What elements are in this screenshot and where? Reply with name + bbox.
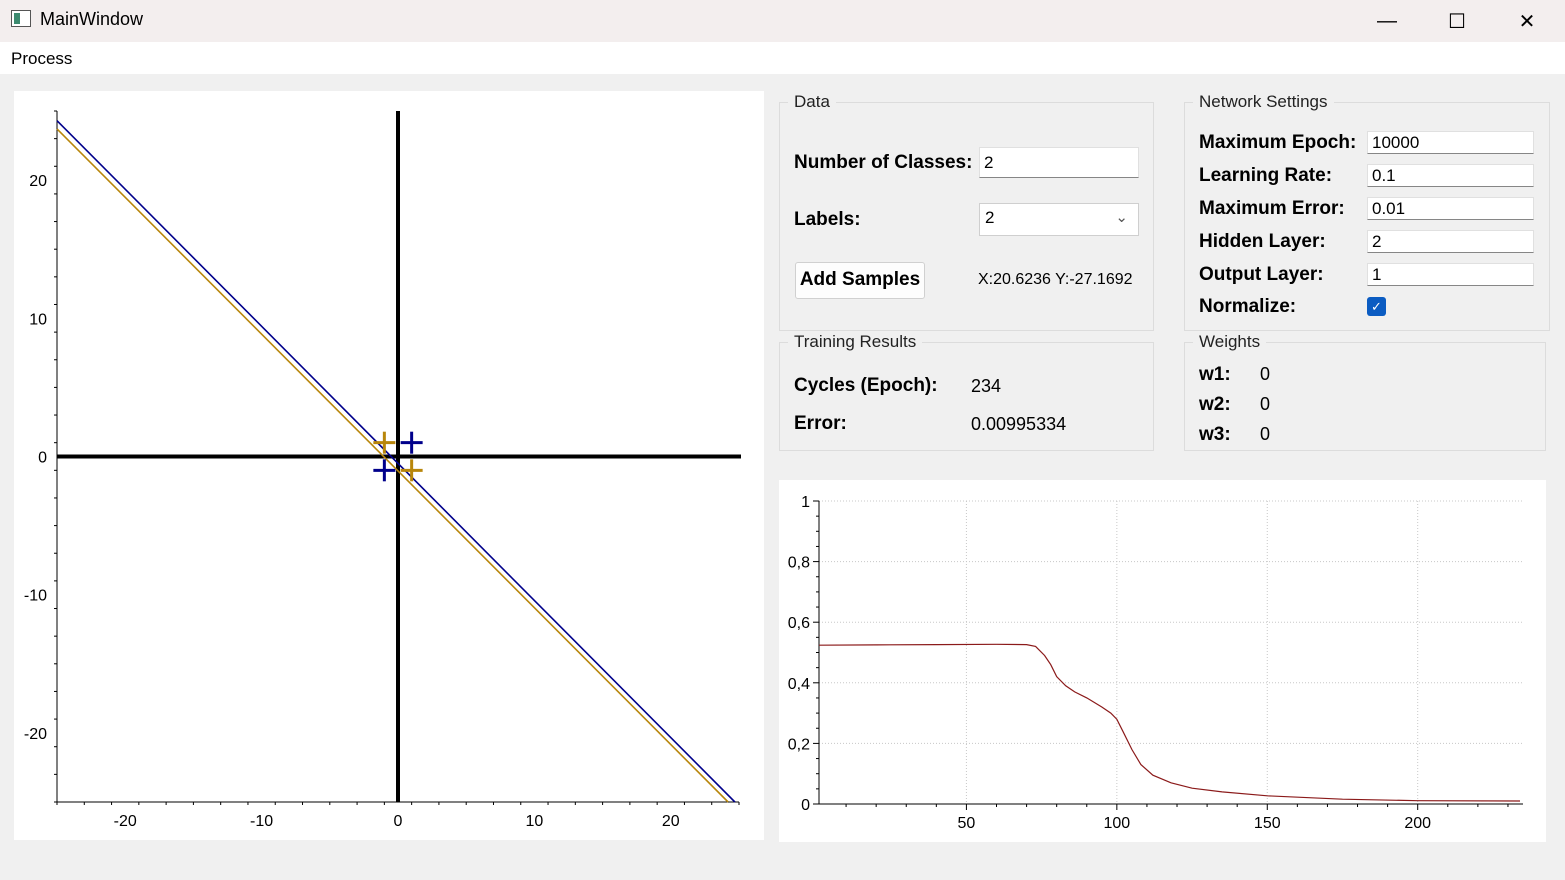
data-point-class-2 xyxy=(400,431,423,454)
minimize-button[interactable]: — xyxy=(1352,0,1422,42)
minimize-icon: — xyxy=(1377,9,1397,32)
y-tick-label: 0,6 xyxy=(788,615,810,632)
output-layer-label: Output Layer: xyxy=(1199,264,1324,285)
max-epoch-label: Maximum Epoch: xyxy=(1199,132,1357,153)
x-tick-label: 100 xyxy=(1103,815,1130,832)
cursor-coordinates: X:20.6236 Y:-27.1692 xyxy=(978,271,1133,288)
title-bar: MainWindow — ☐ ✕ xyxy=(0,0,1565,42)
labels-label: Labels: xyxy=(794,209,861,230)
w2-value: 0 xyxy=(1260,394,1271,414)
learning-rate-label: Learning Rate: xyxy=(1199,165,1333,186)
y-tick-label: 1 xyxy=(801,494,810,511)
y-tick-label: 0,4 xyxy=(788,676,810,693)
labels-select[interactable]: 2 ⌄ xyxy=(979,203,1139,236)
hidden-layer-label: Hidden Layer: xyxy=(1199,231,1326,252)
y-tick-label: 0 xyxy=(801,797,810,814)
x-tick-label: 150 xyxy=(1254,815,1281,832)
close-icon: ✕ xyxy=(1518,10,1536,33)
y-tick-label: -20 xyxy=(24,726,47,743)
w1-label: w1: xyxy=(1199,364,1231,385)
y-tick-label: 0,8 xyxy=(788,555,810,572)
menu-process[interactable]: Process xyxy=(11,49,73,68)
w2-label: w2: xyxy=(1199,394,1231,415)
max-error-label: Maximum Error: xyxy=(1199,198,1345,219)
y-tick-label: 10 xyxy=(29,311,47,328)
decision-line-1 xyxy=(56,120,736,803)
cycles-value: 234 xyxy=(971,376,1002,396)
labels-selected-value: 2 xyxy=(985,208,995,227)
hidden-layer-input[interactable] xyxy=(1367,230,1534,253)
y-tick-label: 0 xyxy=(38,450,47,467)
max-error-input[interactable] xyxy=(1367,197,1534,220)
w1-value: 0 xyxy=(1260,364,1271,384)
w3-value: 0 xyxy=(1260,424,1271,444)
cycles-label: Cycles (Epoch): xyxy=(794,375,938,396)
training-results-group: Training Results Cycles (Epoch): 234 Err… xyxy=(779,332,1154,451)
training-results-title: Training Results xyxy=(788,332,923,352)
x-tick-label: 20 xyxy=(662,813,680,830)
maximize-icon: ☐ xyxy=(1448,10,1466,33)
w3-label: w3: xyxy=(1199,424,1231,445)
error-label: Error: xyxy=(794,413,847,434)
error-plot: 50 100 150 200 1 0,8 0,6 0,4 0,2 0 xyxy=(788,494,1523,832)
decision-line-2 xyxy=(56,128,729,803)
scatter-plot-panel[interactable]: -20 -10 0 10 20 20 10 0 -10 -20 xyxy=(14,91,764,840)
output-layer-input[interactable] xyxy=(1367,263,1534,286)
scatter-plot[interactable]: -20 -10 0 10 20 20 10 0 -10 -20 xyxy=(14,91,764,840)
classes-input[interactable] xyxy=(979,147,1139,178)
weights-group: Weights w1: 0 w2: 0 w3: 0 xyxy=(1184,332,1546,451)
check-icon: ✓ xyxy=(1371,299,1382,314)
x-tick-label: 10 xyxy=(526,813,544,830)
data-point-class-1 xyxy=(373,431,396,454)
add-samples-button[interactable]: Add Samples xyxy=(795,262,925,299)
window-title: MainWindow xyxy=(40,9,144,29)
data-group: Data Number of Classes: Labels: 2 ⌄ Add … xyxy=(779,92,1154,331)
data-point-class-2 xyxy=(373,459,396,482)
x-tick-label: -20 xyxy=(114,813,137,830)
error-plot-panel: 50 100 150 200 1 0,8 0,6 0,4 0,2 0 xyxy=(779,480,1546,842)
x-tick-label: 200 xyxy=(1404,815,1431,832)
data-group-title: Data xyxy=(788,92,836,112)
normalize-label: Normalize: xyxy=(1199,296,1297,317)
error-value: 0.00995334 xyxy=(971,414,1067,434)
window-app-icon xyxy=(11,10,31,27)
y-tick-label: 0,2 xyxy=(788,736,810,753)
x-tick-label: -10 xyxy=(250,813,273,830)
error-series-line-1 xyxy=(818,643,1521,802)
y-tick-label: -10 xyxy=(24,588,47,605)
classes-label: Number of Classes: xyxy=(794,152,973,173)
close-button[interactable]: ✕ xyxy=(1492,0,1562,42)
maximize-button[interactable]: ☐ xyxy=(1422,0,1492,42)
max-epoch-input[interactable] xyxy=(1367,131,1534,154)
menu-bar: Process xyxy=(0,42,1565,74)
chevron-down-icon: ⌄ xyxy=(1115,209,1128,226)
x-tick-label: 0 xyxy=(394,813,403,830)
network-settings-title: Network Settings xyxy=(1193,92,1334,112)
y-tick-label: 20 xyxy=(29,173,47,190)
learning-rate-input[interactable] xyxy=(1367,164,1534,187)
data-point-class-1 xyxy=(400,459,423,482)
network-settings-group: Network Settings Maximum Epoch: Learning… xyxy=(1184,92,1550,331)
normalize-checkbox[interactable]: ✓ xyxy=(1367,297,1386,316)
x-tick-label: 50 xyxy=(958,815,976,832)
weights-title: Weights xyxy=(1193,332,1267,352)
